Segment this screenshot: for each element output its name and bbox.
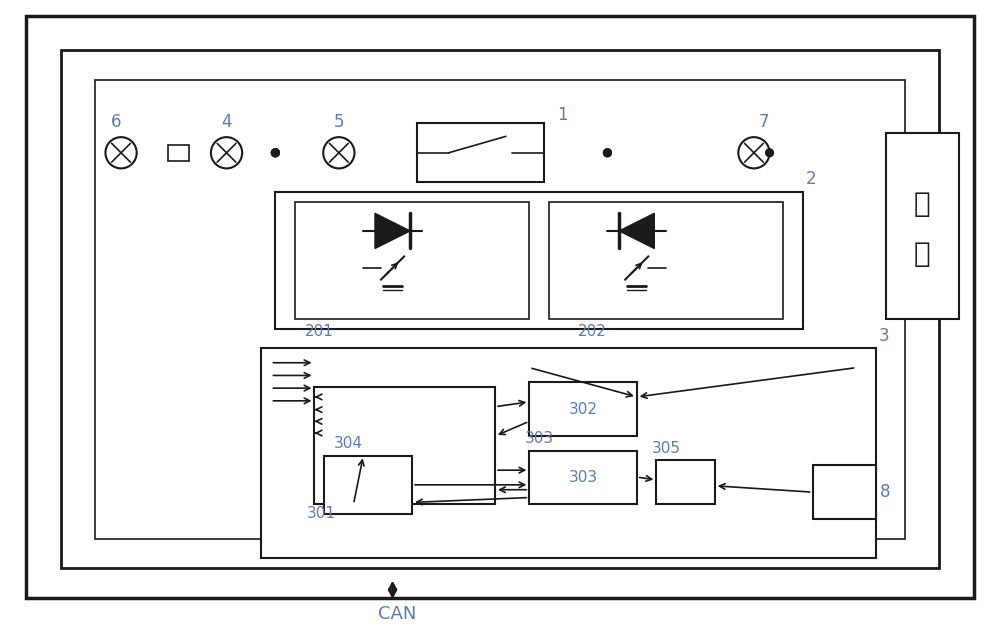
Text: 负: 负	[914, 190, 931, 218]
Circle shape	[271, 149, 279, 156]
Bar	[275, 192, 803, 329]
Bar	[266, 353, 871, 382]
Bar	[886, 133, 959, 319]
Circle shape	[271, 149, 279, 156]
Text: 301: 301	[307, 506, 336, 521]
Text: 202: 202	[578, 324, 607, 339]
Text: 303: 303	[524, 431, 554, 446]
Bar	[295, 202, 529, 319]
Polygon shape	[619, 213, 654, 249]
Polygon shape	[375, 213, 410, 249]
Bar	[168, 145, 189, 161]
Bar	[813, 465, 876, 519]
Text: 305: 305	[651, 441, 680, 456]
Circle shape	[604, 149, 611, 156]
Text: 8: 8	[880, 483, 890, 501]
Bar	[417, 123, 544, 182]
Text: 1: 1	[557, 106, 567, 124]
Text: 2: 2	[806, 170, 816, 188]
Text: 302: 302	[569, 402, 598, 417]
Circle shape	[211, 137, 242, 168]
Bar	[324, 456, 412, 514]
Text: 4: 4	[222, 113, 232, 131]
Bar	[261, 348, 876, 558]
Circle shape	[105, 137, 137, 168]
Bar	[261, 175, 817, 341]
Bar	[61, 50, 939, 568]
Text: 3: 3	[879, 327, 890, 344]
Bar	[529, 451, 637, 505]
Text: 6: 6	[111, 113, 122, 131]
Text: 7: 7	[759, 113, 769, 131]
Circle shape	[271, 149, 279, 156]
Circle shape	[604, 149, 611, 156]
Circle shape	[738, 137, 770, 168]
Text: 201: 201	[305, 324, 334, 339]
Circle shape	[323, 137, 354, 168]
Circle shape	[766, 149, 773, 156]
Bar	[656, 460, 715, 505]
Bar	[95, 80, 905, 538]
Bar	[314, 387, 495, 505]
Text: 5: 5	[334, 113, 344, 131]
Bar	[529, 382, 637, 436]
Text: 303: 303	[568, 470, 598, 485]
Bar	[549, 202, 783, 319]
Text: 载: 载	[914, 240, 931, 268]
Text: CAN: CAN	[378, 605, 416, 623]
Text: 304: 304	[334, 436, 363, 451]
